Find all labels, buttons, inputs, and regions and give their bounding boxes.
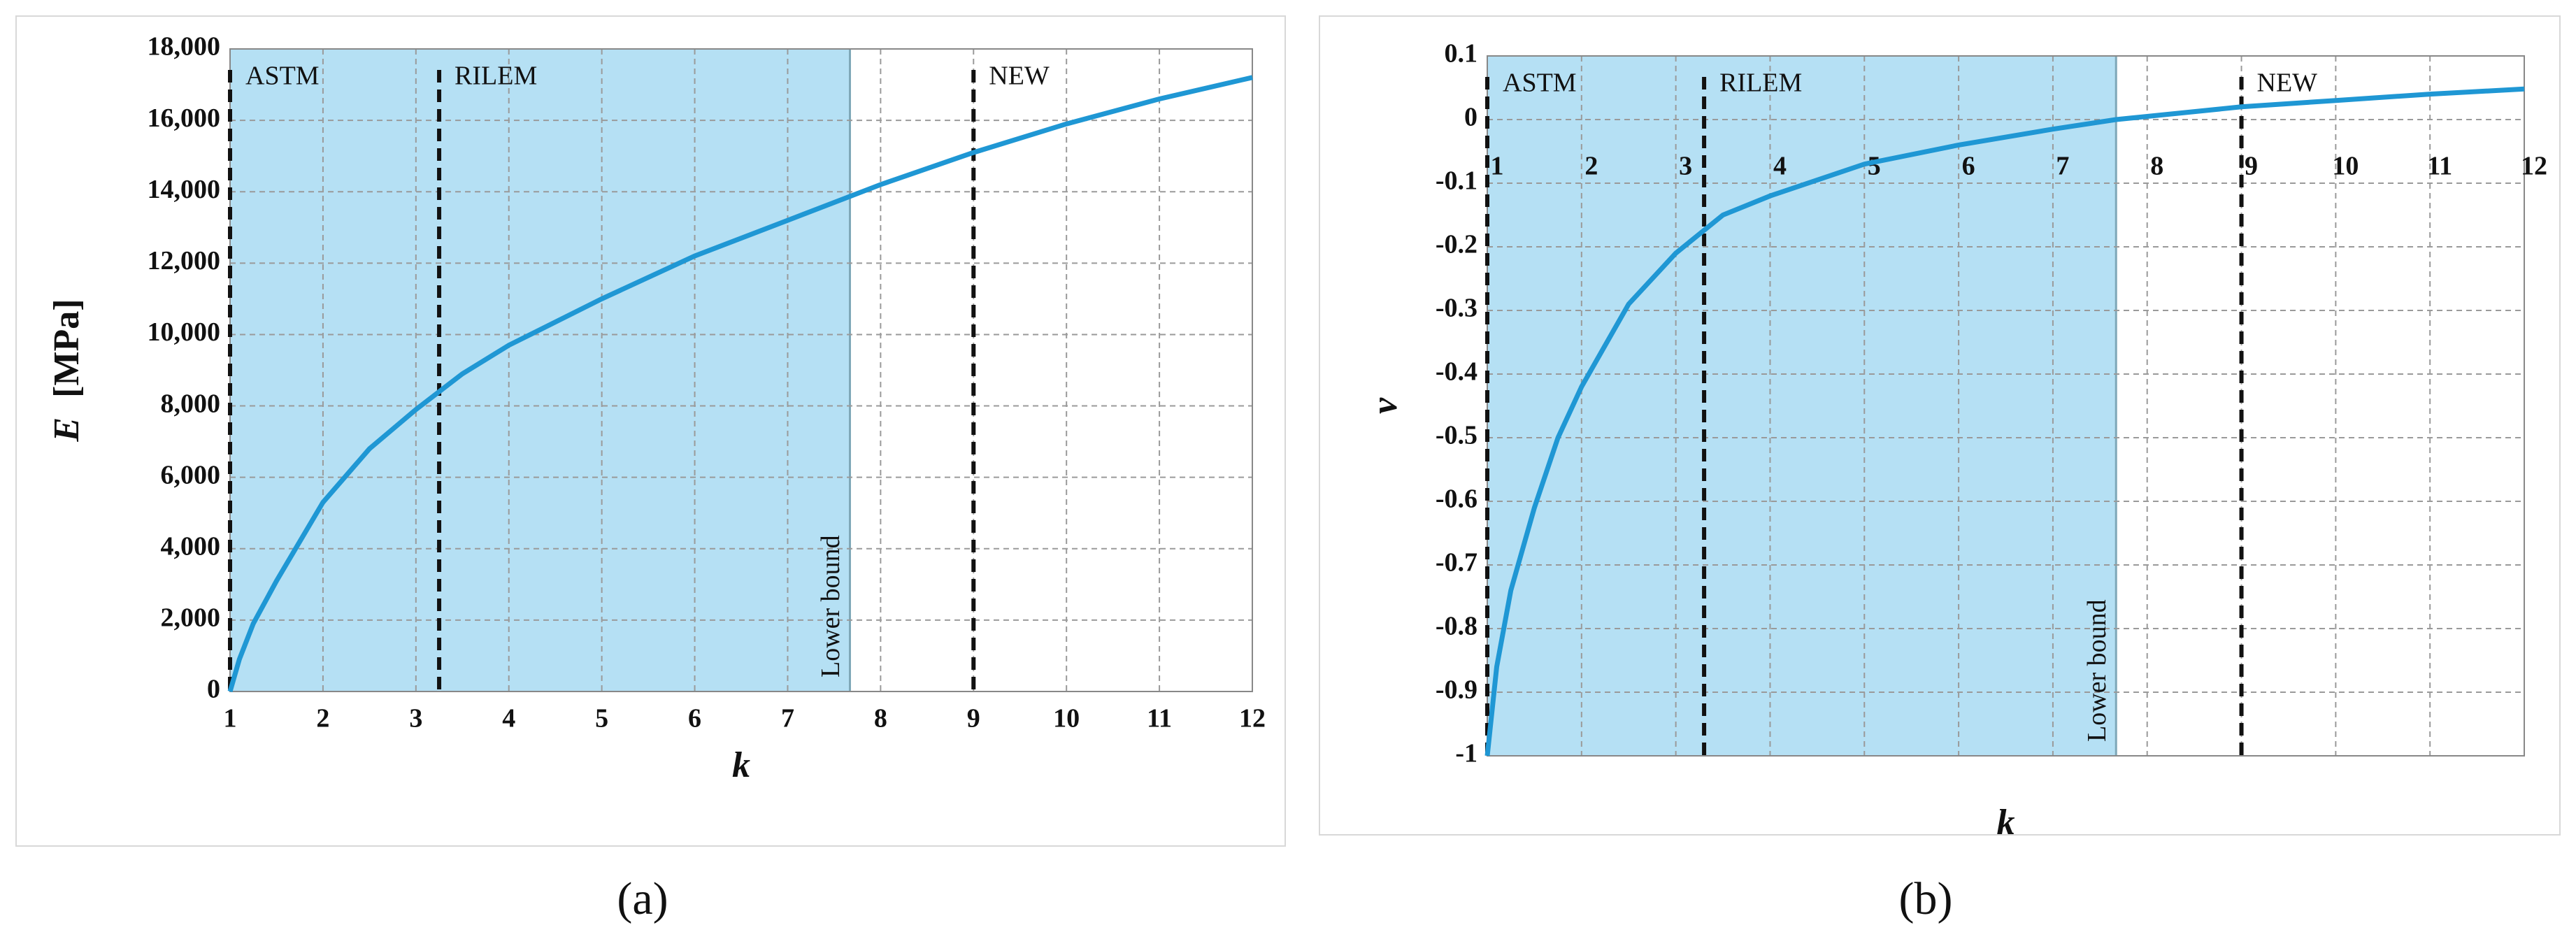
marker-label: NEW [2257, 69, 2318, 98]
y-tick-label: 16,000 [148, 103, 221, 133]
x-tick-label: 6 [688, 704, 701, 733]
x-tick-label: 3 [1679, 152, 1692, 181]
y-tick-label: -0.2 [1436, 230, 1477, 259]
x-tick-label: 2 [316, 704, 329, 733]
y-tick-label: -0.1 [1436, 166, 1477, 196]
x-tick-label: 1 [224, 704, 237, 733]
x-tick-label: 9 [967, 704, 980, 733]
x-tick-label: 7 [2056, 152, 2069, 181]
marker-label: RILEM [1719, 69, 1802, 98]
x-tick-label: 10 [2332, 152, 2359, 181]
y-axis-symbol: E [47, 417, 87, 443]
caption: (a) [617, 873, 668, 924]
panel-frame [15, 15, 1286, 847]
x-tick-label: 11 [2427, 152, 2452, 181]
x-tick-label: 12 [2521, 152, 2547, 181]
plot-frame [1487, 55, 2525, 757]
shaded-region [1487, 56, 2117, 756]
y-tick-label: -0.7 [1436, 548, 1477, 578]
x-tick-label: 10 [1053, 704, 1080, 733]
shaded-region [230, 49, 850, 691]
x-axis-title: k [732, 745, 750, 785]
lower-bound-label: Lower bound [816, 535, 845, 678]
y-tick-label: 2,000 [161, 603, 221, 633]
x-tick-label: 8 [2150, 152, 2163, 181]
y-tick-label: 6,000 [161, 460, 221, 489]
y-axis-symbol: ν [1365, 397, 1405, 414]
y-tick-label: -0.8 [1436, 612, 1477, 641]
y-axis-unit: [MPa] [47, 299, 87, 397]
y-tick-label: -0.3 [1436, 294, 1477, 323]
y-axis-title: ν [1365, 397, 1405, 414]
x-tick-label: 7 [781, 704, 794, 733]
x-tick-label: 4 [1773, 152, 1787, 181]
lower-bound-label: Lower bound [2082, 599, 2112, 742]
x-tick-label: 6 [1962, 152, 1975, 181]
y-tick-label: -0.5 [1436, 421, 1477, 450]
y-tick-label: 12,000 [148, 246, 221, 275]
y-tick-label: 0 [1464, 103, 1477, 132]
y-tick-label: -1 [1455, 739, 1477, 768]
marker-label: ASTM [1503, 69, 1577, 98]
x-tick-label: 3 [409, 704, 422, 733]
marker-label: NEW [989, 62, 1050, 91]
x-tick-label: 8 [874, 704, 887, 733]
y-tick-label: 0 [207, 675, 220, 704]
y-tick-label: -0.4 [1436, 357, 1477, 387]
y-tick-label: 0.1 [1445, 39, 1478, 69]
x-tick-label: 5 [595, 704, 608, 733]
y-tick-label: -0.6 [1436, 485, 1477, 514]
marker-label: ASTM [245, 62, 320, 91]
y-axis-title: E [MPa] [47, 299, 87, 442]
y-tick-label: 10,000 [148, 317, 221, 347]
x-tick-label: 4 [502, 704, 515, 733]
x-axis-title: k [1997, 803, 2015, 843]
panel-frame [1319, 15, 2561, 836]
y-tick-label: 18,000 [148, 32, 221, 62]
y-tick-label: -0.9 [1436, 675, 1477, 705]
x-tick-label: 11 [1147, 704, 1172, 733]
y-tick-label: 14,000 [148, 175, 221, 204]
x-tick-label: 1 [1491, 152, 1504, 181]
x-tick-label: 5 [1868, 152, 1881, 181]
data-line [227, 75, 1253, 692]
data-line [1484, 86, 2525, 757]
x-tick-label: 12 [1239, 704, 1266, 733]
y-tick-label: 4,000 [161, 531, 221, 561]
marker-label: RILEM [455, 62, 537, 91]
y-tick-label: 8,000 [161, 389, 221, 418]
x-tick-label: 2 [1584, 152, 1598, 181]
caption: (b) [1899, 873, 1953, 924]
x-tick-label: 9 [2245, 152, 2258, 181]
